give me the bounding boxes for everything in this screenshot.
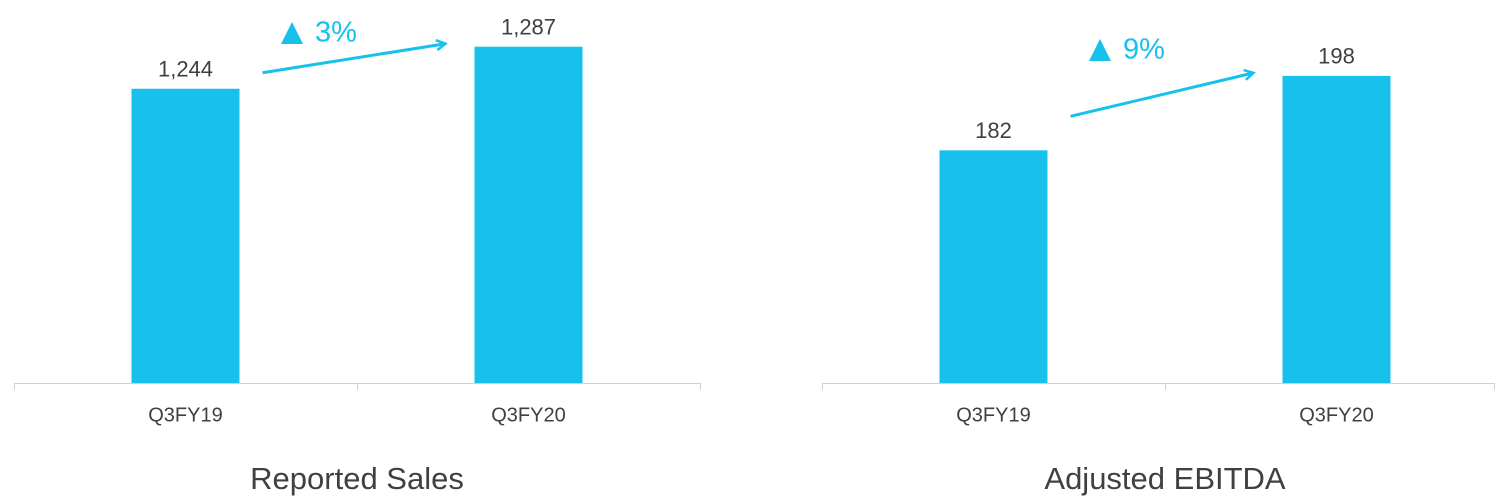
growth-triangle — [281, 22, 303, 44]
growth-arrow — [1070, 73, 1254, 118]
value-label: 1,244 — [158, 57, 213, 82]
x-tick-label: Q3FY19 — [148, 404, 222, 426]
growth-annotation: 3% — [315, 17, 357, 49]
bar — [131, 88, 240, 384]
chart-title: Adjusted EBITDA — [1044, 461, 1286, 496]
value-label: 182 — [975, 118, 1012, 143]
x-tick-label: Q3FY19 — [956, 404, 1030, 426]
bar — [1282, 75, 1391, 383]
bar — [939, 150, 1048, 383]
value-label: 1,287 — [501, 15, 556, 40]
bar — [474, 46, 583, 384]
chart-title: Reported Sales — [250, 461, 464, 496]
growth-triangle — [1089, 39, 1111, 61]
x-tick-label: Q3FY20 — [491, 404, 565, 426]
x-tick-label: Q3FY20 — [1299, 404, 1373, 426]
growth-arrow — [262, 44, 446, 75]
value-label: 198 — [1318, 44, 1355, 69]
growth-annotation: 9% — [1123, 34, 1165, 66]
